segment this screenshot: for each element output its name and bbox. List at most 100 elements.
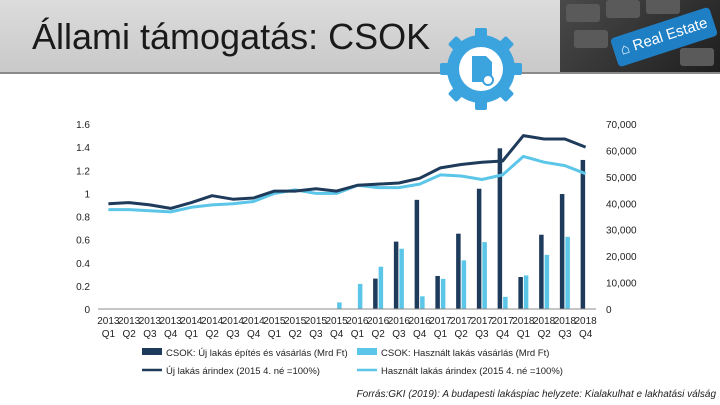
x-tick-year: 2014 bbox=[243, 316, 266, 327]
bar-new-home bbox=[518, 277, 523, 309]
bar-used-home bbox=[357, 283, 363, 309]
bar-used-home bbox=[523, 275, 529, 309]
x-tick-quarter: Q1 bbox=[517, 329, 531, 340]
bar-new-home bbox=[476, 188, 482, 309]
key-shape bbox=[574, 30, 608, 48]
legend-label: CSOK: Új lakás építés és vásárlás (Mrd F… bbox=[166, 348, 348, 359]
x-tick-year: 2013 bbox=[118, 316, 141, 327]
line-used-home-price-index bbox=[108, 154, 587, 214]
x-tick-quarter: Q1 bbox=[102, 329, 116, 340]
bar-used-home bbox=[440, 278, 446, 309]
right-axis-tick-label: 20,000 bbox=[606, 252, 637, 263]
x-tick-year: 2018 bbox=[512, 316, 535, 327]
x-tick-year: 2014 bbox=[222, 316, 245, 327]
x-tick-year: 2016 bbox=[367, 316, 390, 327]
legend-swatch-bar bbox=[357, 348, 377, 355]
x-tick-year: 2016 bbox=[388, 316, 411, 327]
x-tick-year: 2018 bbox=[575, 316, 598, 327]
x-tick-quarter: Q2 bbox=[288, 329, 302, 340]
x-tick-year: 2015 bbox=[263, 316, 286, 327]
x-tick-quarter: Q2 bbox=[122, 329, 136, 340]
bar-new-home bbox=[414, 199, 420, 309]
x-tick-quarter: Q2 bbox=[454, 329, 468, 340]
left-axis-tick-label: 0.2 bbox=[76, 282, 90, 293]
x-tick-year: 2018 bbox=[533, 316, 556, 327]
x-tick-quarter: Q3 bbox=[558, 329, 572, 340]
key-shape bbox=[566, 4, 600, 22]
left-axis-tick-label: 0.4 bbox=[76, 259, 90, 270]
title-divider bbox=[0, 72, 720, 74]
x-tick-quarter: Q2 bbox=[371, 329, 385, 340]
bar-used-home bbox=[461, 260, 467, 309]
line-new-home-price-index bbox=[108, 134, 587, 210]
right-axis-tick-label: 0 bbox=[606, 305, 612, 316]
right-axis-tick-label: 40,000 bbox=[606, 199, 637, 210]
bar-new-home bbox=[456, 233, 461, 309]
left-axis-tick-label: 1.2 bbox=[76, 166, 90, 177]
x-tick-quarter: Q1 bbox=[351, 329, 365, 340]
bar-new-home bbox=[435, 275, 440, 309]
x-tick-quarter: Q4 bbox=[579, 329, 593, 340]
right-axis-tick-label: 60,000 bbox=[606, 146, 637, 157]
x-tick-year: 2017 bbox=[492, 316, 515, 327]
bar-new-home bbox=[373, 278, 378, 309]
key-shape bbox=[646, 0, 680, 14]
x-tick-year: 2016 bbox=[409, 316, 432, 327]
x-tick-quarter: Q3 bbox=[143, 329, 157, 340]
x-tick-year: 2016 bbox=[346, 316, 369, 327]
x-tick-quarter: Q4 bbox=[496, 329, 510, 340]
x-tick-year: 2015 bbox=[326, 316, 349, 327]
legend-label: CSOK: Használt lakás vásárlás (Mrd Ft) bbox=[381, 348, 549, 359]
x-tick-year: 2014 bbox=[180, 316, 203, 327]
bar-used-home bbox=[337, 302, 342, 309]
x-tick-quarter: Q4 bbox=[413, 329, 427, 340]
x-tick-quarter: Q2 bbox=[205, 329, 219, 340]
page-title: Állami támogatás: CSOK bbox=[32, 16, 431, 57]
key-shape bbox=[680, 48, 714, 66]
right-axis-tick-label: 70,000 bbox=[606, 120, 637, 131]
bar-used-home bbox=[503, 296, 508, 309]
x-tick-quarter: Q1 bbox=[434, 329, 448, 340]
bar-used-home bbox=[420, 296, 425, 309]
x-tick-quarter: Q1 bbox=[268, 329, 282, 340]
bar-new-home bbox=[580, 159, 586, 309]
x-tick-year: 2014 bbox=[201, 316, 224, 327]
x-tick-quarter: Q3 bbox=[226, 329, 240, 340]
bar-used-home bbox=[378, 266, 384, 309]
bar-used-home bbox=[565, 236, 570, 309]
x-tick-year: 2013 bbox=[97, 316, 120, 327]
x-tick-quarter: Q4 bbox=[247, 329, 261, 340]
bar-new-home bbox=[393, 241, 399, 309]
x-tick-year: 2017 bbox=[471, 316, 494, 327]
source-note: Forrás:GKI (2019): A budapesti lakáspiac… bbox=[356, 389, 716, 400]
bar-new-home bbox=[559, 194, 565, 309]
right-axis-tick-label: 50,000 bbox=[606, 173, 637, 184]
bar-used-home bbox=[544, 254, 550, 309]
x-tick-quarter: Q2 bbox=[537, 329, 551, 340]
x-tick-year: 2013 bbox=[160, 316, 183, 327]
x-tick-quarter: Q4 bbox=[330, 329, 344, 340]
right-axis-tick-label: 10,000 bbox=[606, 279, 637, 290]
x-tick-quarter: Q3 bbox=[475, 329, 489, 340]
bar-used-home bbox=[482, 242, 487, 309]
x-tick-year: 2018 bbox=[554, 316, 577, 327]
x-tick-quarter: Q3 bbox=[309, 329, 323, 340]
x-tick-year: 2017 bbox=[450, 316, 473, 327]
bar-new-home bbox=[539, 234, 544, 309]
x-tick-year: 2013 bbox=[139, 316, 162, 327]
x-tick-year: 2017 bbox=[429, 316, 452, 327]
x-tick-year: 2015 bbox=[305, 316, 328, 327]
legend-label: Használt lakás árindex (2015 4. né =100%… bbox=[381, 366, 563, 377]
right-axis-tick-label: 30,000 bbox=[606, 226, 637, 237]
left-axis-tick-label: 0.6 bbox=[76, 236, 90, 247]
bar-used-home bbox=[399, 248, 404, 309]
left-axis-tick-label: 1.6 bbox=[76, 120, 90, 131]
legend-swatch-bar bbox=[142, 348, 162, 355]
left-axis-tick-label: 0 bbox=[84, 305, 90, 316]
gear-document-icon bbox=[440, 28, 522, 110]
left-axis-tick-label: 1.4 bbox=[76, 143, 90, 154]
x-tick-year: 2015 bbox=[284, 316, 307, 327]
legend-label: Új lakás árindex (2015 4. né =100%) bbox=[166, 366, 320, 377]
left-axis-tick-label: 1 bbox=[84, 189, 90, 200]
